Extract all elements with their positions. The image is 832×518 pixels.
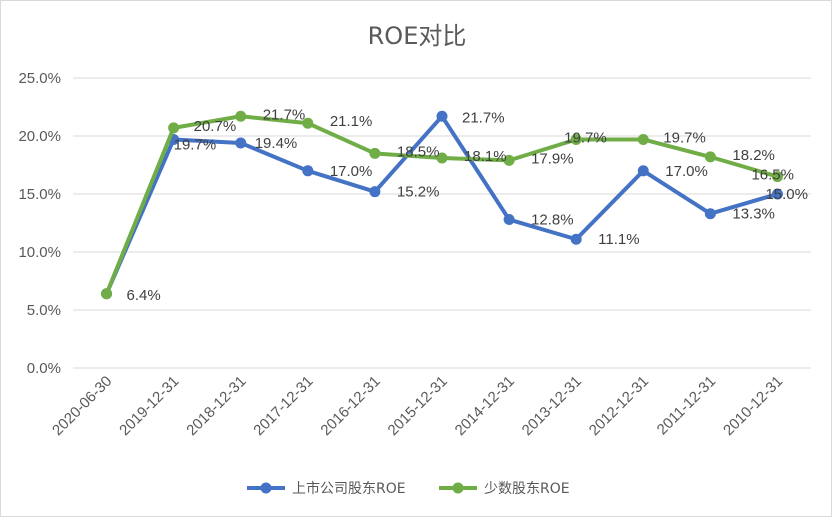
data-label: 19.7% [564,129,607,146]
y-tick-label: 5.0% [27,302,61,319]
data-label: 21.1% [330,113,373,130]
data-point [302,117,314,129]
data-label: 6.4% [127,287,161,304]
data-point [302,165,314,177]
x-tick-label: 2013-12-31 [519,373,585,439]
legend-label: 少数股东ROE [484,481,570,497]
x-tick-label: 2014-12-31 [452,373,518,439]
data-point [101,288,113,300]
legend: 上市公司股东ROE 少数股东ROE [247,480,570,497]
data-point [436,110,448,122]
data-labels: 19.7% 19.4% 17.0% 15.2% 21.7% 12.8% 11.1% 17.0%… [127,106,808,303]
data-label: 17.0% [665,163,708,180]
data-point [436,152,448,164]
x-tick-label: 2016-12-31 [317,373,383,439]
data-label: 15.0% [765,186,808,203]
x-tick-label: 2011-12-31 [654,373,719,438]
x-tick-label: 2020-06-30 [49,373,115,439]
gridlines [73,77,811,369]
series-lines [101,110,783,300]
data-label: 15.2% [397,184,440,201]
x-tick-label: 2015-12-31 [385,373,451,439]
x-tick-label: 2010-12-31 [720,373,786,439]
data-label: 19.7% [174,136,217,153]
legend-swatch-marker [260,482,272,494]
data-label: 18.1% [464,148,507,165]
data-point [570,133,582,145]
data-label: 13.3% [732,206,775,223]
x-tick-label: 2019-12-31 [116,373,182,439]
legend-swatch-marker [452,482,464,494]
y-tick-label: 0.0% [27,360,61,377]
y-axis-ticks: 0.0% 5.0% 10.0% 15.0% 20.0% 25.0% [18,70,61,377]
y-tick-label: 20.0% [18,128,61,145]
data-point [771,171,783,183]
data-point [637,133,649,145]
data-point [235,137,247,149]
data-label: 17.0% [330,163,373,180]
data-label: 12.8% [531,212,574,229]
x-tick-label: 2018-12-31 [183,373,249,439]
y-tick-label: 25.0% [18,70,61,87]
data-label: 18.2% [732,147,775,164]
data-point [637,165,649,177]
data-point [369,147,381,159]
data-point [570,233,582,245]
data-point [503,154,515,166]
data-point [168,122,180,134]
data-label: 21.7% [263,106,306,123]
data-label: 19.7% [663,129,706,146]
y-tick-label: 15.0% [18,186,61,203]
x-tick-label: 2017-12-31 [250,373,316,439]
data-point [503,214,515,226]
data-label: 19.4% [255,135,298,152]
data-label: 20.7% [194,118,237,135]
data-point [369,186,381,198]
legend-label: 上市公司股东ROE [292,480,406,497]
data-point [704,151,716,163]
data-point [704,208,716,220]
x-tick-label: 2012-12-31 [586,373,652,439]
data-label: 17.9% [531,150,574,167]
data-label: 18.5% [397,143,440,160]
data-point [235,110,247,122]
data-label: 16.5% [751,167,794,184]
x-axis-ticks: 2020-06-30 2019-12-31 2018-12-31 2017-12-31… [49,373,786,439]
chart-title: ROE对比 [368,22,467,50]
data-label: 11.1% [598,231,639,248]
data-point [771,188,783,200]
y-tick-label: 10.0% [18,244,61,261]
data-label: 21.7% [462,109,505,126]
